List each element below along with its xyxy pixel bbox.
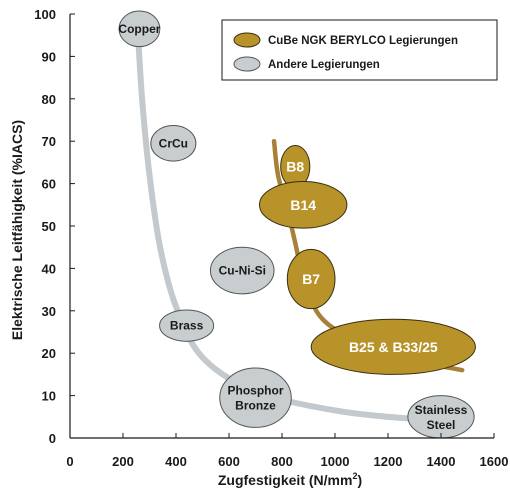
x-tick-label: 600 [218,454,240,469]
other-bubble-cu-ni-si: Cu-Ni-Si [209,246,275,295]
other-bubble-shape [150,125,197,162]
y-tick-label: 100 [34,7,56,22]
legend-swatch-cube [233,32,261,48]
other-bubble-phosphor-bronze: Phosphor Bronze [219,367,292,428]
x-axis-title: Zugfestigkeit (N/mm2) [218,471,362,488]
other-bubble-label: Cu-Ni-Si [219,264,266,278]
x-tick-label: 1200 [374,454,403,469]
x-tick-label: 200 [112,454,134,469]
other-bubble-crcu: CrCu [150,125,197,162]
other-bubble-shape [209,246,275,295]
bubble-layer: Copper CrCu Cu-Ni-Si Brass Phosphor Bronze Sta… [118,10,476,439]
other-bubble-label: Phosphor Bronze [228,384,284,413]
cube-bubble-label: B7 [302,271,320,287]
x-tick-label: 1400 [427,454,456,469]
x-tick-label: 0 [66,454,73,469]
x-tick-label: 1600 [480,454,509,469]
other-bubble-stainless-steel: Stainless Steel [407,395,475,439]
other-bubble-label: Copper [118,22,160,36]
cube-bubble-shape [286,248,336,310]
other-bubble-brass: Brass [159,309,215,342]
other-bubble-shape [159,309,215,342]
legend-label-cube: CuBe NGK BERYLCO Legierungen [268,35,458,47]
legend-box [221,19,498,81]
other-bubble-label: Stainless Steel [415,403,468,432]
x-ticks: 0 200 400 600 800 1000 1200 1400 1600 [66,433,508,469]
y-tick-label: 50 [42,219,56,234]
other-bubble-shape [219,367,292,428]
y-tick-label: 70 [42,134,56,149]
legend: CuBe NGK BERYLCO Legierungen Andere Legi… [221,19,498,81]
y-tick-label: 0 [49,431,56,446]
x-tick-label: 800 [271,454,293,469]
cube-bubble-b8: B8 [280,144,311,189]
y-axis: 0 10 20 30 40 50 60 70 80 90 100 [34,7,75,446]
y-tick-label: 80 [42,92,56,107]
y-tick-label: 90 [42,49,56,64]
x-tick-label: 1000 [321,454,350,469]
cube-bubble-label: B8 [286,159,304,175]
other-bubble-label: CrCu [159,136,188,150]
cube-bubble-shape [258,180,348,229]
cube-bubble-label: B14 [290,197,316,213]
x-axis: 0 200 400 600 800 1000 1200 1400 1600 [66,433,508,469]
legend-swatch-other [233,56,261,72]
cube-bubble-label: B25 & B33/25 [349,339,438,355]
y-tick-label: 30 [42,304,56,319]
y-ticks: 0 10 20 30 40 50 60 70 80 90 100 [34,7,75,446]
other-bubble-copper: Copper [118,10,161,48]
y-axis-title: Elektrische Leitfähigkeit (%IACS) [9,120,25,340]
y-tick-label: 10 [42,389,56,404]
y-tick-label: 60 [42,177,56,192]
cube-bubble-b25-b33-25: B25 & B33/25 [310,318,476,375]
other-bubble-shape [118,10,161,48]
cube-bubble-shape [310,318,476,375]
cube-bubble-b7: B7 [286,248,336,310]
cube-bubble-b14: B14 [258,180,348,229]
legend-label-other: Andere Legierungen [268,59,380,71]
x-tick-label: 400 [165,454,187,469]
other-bubble-label: Brass [170,319,204,333]
y-tick-label: 40 [42,261,56,276]
y-tick-label: 20 [42,346,56,361]
